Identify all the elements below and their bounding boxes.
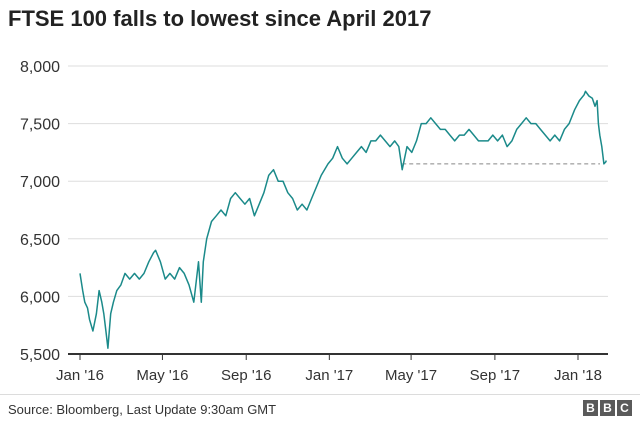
chart-area: 5,500 6,000 6,500 7,000 7,500 8,000 Jan '16 Ma… — [20, 59, 608, 384]
y-tick-label: 6,500 — [20, 232, 60, 249]
logo-letter: B — [600, 400, 615, 416]
y-tick-label: 6,000 — [20, 289, 60, 306]
grid-lines — [68, 65, 608, 297]
y-tick-label: 7,500 — [20, 117, 60, 134]
x-tick-label: Jan '18 — [554, 367, 602, 384]
bbc-logo: B B C — [583, 400, 632, 416]
footer-divider — [0, 394, 640, 395]
source-note: Source: Bloomberg, Last Update 9:30am GM… — [8, 402, 277, 417]
y-tick-label: 8,000 — [20, 59, 60, 76]
x-tick-label: Jan '16 — [56, 367, 104, 384]
x-axis-ticks: Jan '16 May '16 Sep '16 Jan '17 May '17 Sep '… — [56, 354, 602, 384]
series-line-ftse-100 — [79, 90, 607, 349]
logo-letter: C — [617, 400, 632, 416]
x-tick-label: Jan '17 — [305, 367, 353, 384]
y-tick-label: 5,500 — [20, 347, 60, 364]
y-axis-ticks: 5,500 6,000 6,500 7,000 7,500 8,000 — [20, 59, 60, 364]
chart-title: FTSE 100 falls to lowest since April 201… — [8, 6, 432, 31]
x-tick-label: Sep '17 — [470, 367, 520, 384]
logo-letter: B — [583, 400, 598, 416]
x-tick-label: May '16 — [136, 367, 188, 384]
x-tick-label: May '17 — [385, 367, 437, 384]
y-tick-label: 7,000 — [20, 174, 60, 191]
x-tick-label: Sep '16 — [221, 367, 271, 384]
